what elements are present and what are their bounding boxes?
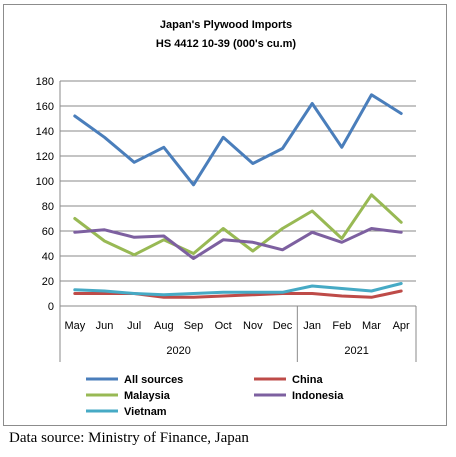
x-tick-label: Mar — [362, 320, 381, 332]
x-tick-label: Jan — [303, 320, 321, 332]
y-tick-label: 40 — [42, 251, 54, 263]
y-tick-label: 120 — [36, 151, 54, 163]
legend-label: Vietnam — [124, 406, 167, 418]
x-tick-label: Apr — [393, 320, 410, 332]
x-tick-labels: May Jun Jul Aug Sep Oct Nov Dec Jan Feb Mar Apr — [64, 320, 410, 332]
y-tick-label: 140 — [36, 126, 54, 138]
x-tick-label: May — [64, 320, 85, 332]
x-tick-label: Aug — [154, 320, 174, 332]
x-tick-label: Feb — [332, 320, 351, 332]
data-source-note: Data source: Ministry of Finance, Japan — [9, 430, 249, 446]
x-tick-label: Sep — [184, 320, 204, 332]
x-tick-label: Oct — [215, 320, 232, 332]
series-line — [73, 93, 403, 187]
chart-subtitle: HS 4412 10-39 (000's cu.m) — [156, 38, 297, 50]
y-tick-label: 0 — [48, 301, 54, 313]
chart-frame: Japan's Plywood Imports HS 4412 10-39 (0… — [3, 4, 447, 426]
y-tick-labels: 0 20 40 60 80 100 120 140 160 180 — [36, 76, 54, 313]
series-line — [73, 227, 403, 260]
year-label: 2020 — [166, 345, 190, 357]
y-tick-label: 80 — [42, 201, 54, 213]
legend: All sources China Malaysia Indonesia Vietnam — [86, 374, 344, 418]
y-tick-label: 20 — [42, 276, 54, 288]
gridlines — [60, 80, 416, 282]
legend-label: All sources — [124, 374, 183, 386]
legend-label: Malaysia — [124, 390, 171, 402]
year-label: 2021 — [344, 345, 368, 357]
y-tick-label: 180 — [36, 76, 54, 88]
year-group-labels: 2020 2021 — [166, 345, 368, 357]
axes — [59, 81, 417, 362]
x-tick-label: Jun — [96, 320, 114, 332]
chart-title: Japan's Plywood Imports — [160, 19, 292, 31]
x-tick-label: Dec — [273, 320, 293, 332]
series-line — [73, 282, 403, 297]
y-tick-label: 160 — [36, 101, 54, 113]
x-tick-label: Jul — [127, 320, 141, 332]
series-lines — [73, 93, 403, 299]
y-tick-label: 100 — [36, 176, 54, 188]
x-tick-label: Nov — [243, 320, 263, 332]
chart-svg: Japan's Plywood Imports HS 4412 10-39 (0… — [36, 19, 417, 418]
series-line — [73, 193, 403, 257]
legend-label: China — [292, 374, 323, 386]
y-tick-label: 60 — [42, 226, 54, 238]
legend-label: Indonesia — [292, 390, 344, 402]
